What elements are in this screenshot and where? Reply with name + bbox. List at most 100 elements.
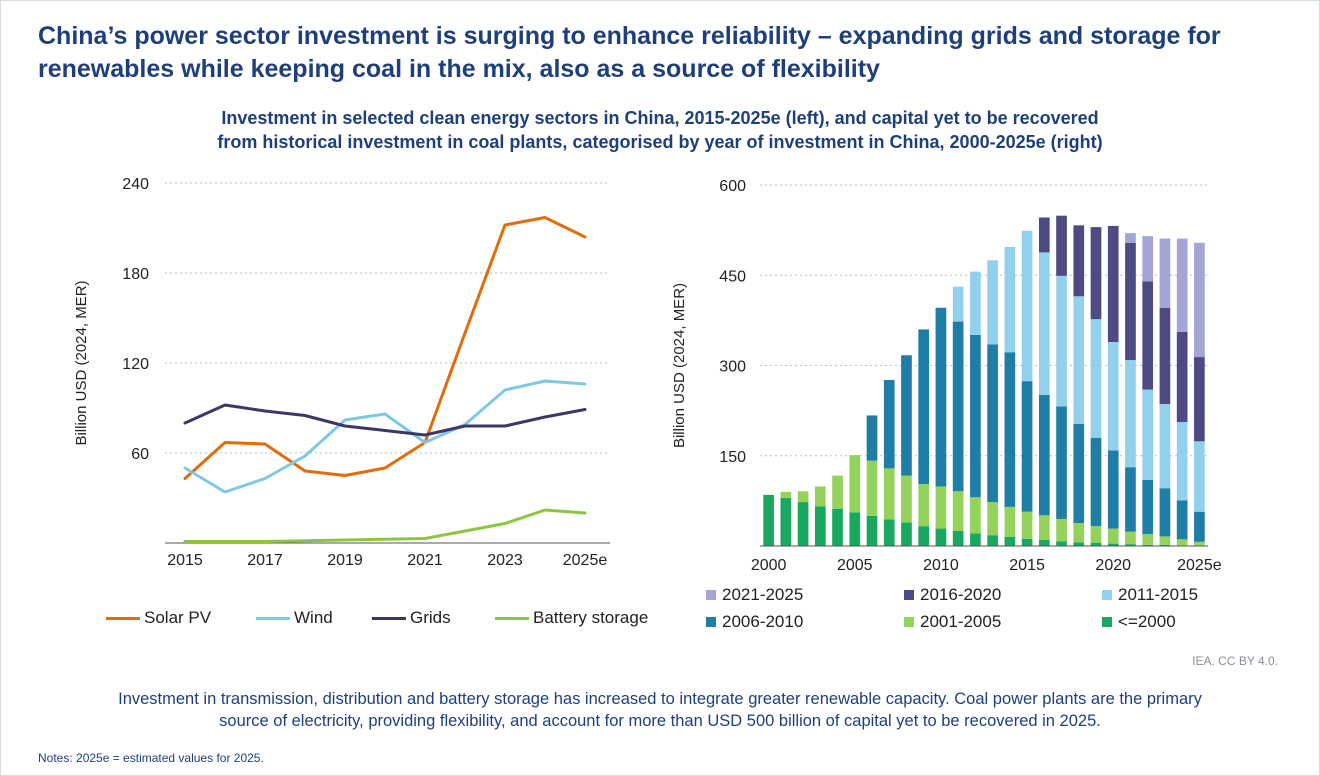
bar-segment-2001-20012005 — [780, 491, 792, 498]
bar-segment-2007-20012005 — [883, 468, 895, 520]
legend-item-2016-2020: 2016-2020 — [904, 585, 1001, 605]
bar-segment-2023-20062010 — [1159, 488, 1171, 537]
y-axis-title: Billion USD (2024, MER) — [671, 283, 688, 448]
legend-label-2001-2005: 2001-2005 — [920, 612, 1002, 631]
x-tick-label: 2023 — [487, 552, 523, 569]
bar-segment-2018-20012005 — [1073, 523, 1085, 543]
legend-item-2011-2015: 2011-2015 — [1102, 585, 1198, 605]
legend-item-wind: Wind — [256, 608, 333, 628]
bar-segment-2013-20062010 — [987, 344, 998, 503]
legend-item-solar-pv: Solar PV — [106, 608, 211, 628]
bar-segment-2019-20162020 — [1090, 227, 1102, 320]
y-tick-label: 450 — [719, 268, 746, 285]
bar-segment-2023-20162020 — [1159, 307, 1171, 405]
bar-segment-2021-20162020 — [1125, 242, 1136, 361]
series-line-wind — [183, 379, 587, 494]
bar-segment-2013-20112015 — [987, 260, 998, 345]
series-line-grids — [183, 403, 587, 437]
bar-segment-2024-20062010 — [1176, 500, 1188, 540]
subtitle-line-2: from historical investment in coal plant… — [217, 132, 1103, 152]
legend-item-2021-2025: 2021-2025 — [706, 585, 803, 605]
x-tick-label: 2000 — [751, 557, 787, 574]
caption-line-1: Investment in transmission, distribution… — [118, 690, 1202, 708]
legend-label-2000-and-earlier: <=2000 — [1118, 612, 1176, 631]
bar-segment-2005-2000 — [849, 512, 861, 546]
source-credit: IEA. CC BY 4.0. — [1192, 654, 1278, 668]
bar-segment-2010-2000 — [935, 528, 947, 546]
bar-segment-2012-20062010 — [970, 334, 981, 498]
bar-segment-2018-20162020 — [1073, 225, 1085, 297]
bar-segment-2007-20062010 — [883, 379, 895, 469]
bar-segment-2015-20112015 — [1021, 230, 1033, 382]
bar-segment-2009-20012005 — [918, 484, 930, 527]
x-tick-label: 2021 — [407, 552, 443, 569]
legend-item-2001-2005: 2001-2005 — [904, 612, 1001, 632]
legend-swatch-2001-2005 — [904, 617, 914, 627]
bar-segment-2013-2000 — [987, 535, 998, 546]
bar-segment-2010-20012005 — [935, 486, 947, 529]
bar-segment-2005-20012005 — [849, 455, 861, 513]
legend-swatch-solar-pv — [106, 616, 140, 620]
bar-segment-2014-20062010 — [1004, 352, 1016, 507]
legend-swatch-2016-2020 — [904, 590, 914, 600]
page-title: China’s power sector investment is surgi… — [38, 22, 1221, 83]
bar-segment-2000-2000 — [763, 494, 774, 546]
bar-segment-2010-20062010 — [935, 307, 947, 487]
bar-segment-2016-20062010 — [1038, 394, 1050, 516]
bar-segment-2021-2000 — [1125, 544, 1136, 546]
bar-segment-2022-20162020 — [1142, 281, 1154, 390]
bar-segment-2002-20012005 — [797, 491, 809, 503]
y-tick-label: 150 — [719, 449, 746, 466]
bar-segment-2015-20062010 — [1021, 381, 1033, 512]
bar-segment-2022-20062010 — [1142, 479, 1154, 534]
bar-segment-2021-20012005 — [1125, 531, 1136, 545]
x-tick-label: 2015 — [167, 552, 203, 569]
x-tick-label: 2005 — [837, 557, 873, 574]
bar-segment-2006-20012005 — [866, 460, 878, 516]
bar-segment-2009-2000 — [918, 526, 930, 546]
bar-segment-2012-20112015 — [970, 271, 981, 335]
bar-segment-2022-2000 — [1142, 544, 1154, 546]
bar-segment-2011-20012005 — [952, 491, 964, 531]
bar-segment-2018-20062010 — [1073, 423, 1085, 524]
legend-swatch-2011-2015 — [1102, 590, 1112, 600]
bar-segment-2025-20012005 — [1194, 541, 1205, 546]
bar-segment-2015-20012005 — [1021, 511, 1033, 539]
bar-segment-2019-2000 — [1090, 542, 1102, 546]
bar-segment-2016-20162020 — [1038, 217, 1050, 253]
bar-segment-2008-2000 — [901, 522, 912, 546]
x-tick-label: 2010 — [923, 557, 959, 574]
bar-segment-2012-20012005 — [970, 497, 981, 534]
x-tick-label: 2025e — [563, 552, 608, 569]
left-line-chart: 60 120 180 240 2015 2017 2019 2021 2023 2025e Bill… — [73, 176, 610, 569]
legend-swatch-wind — [256, 616, 290, 620]
bar-segment-2025-20112015 — [1194, 441, 1205, 512]
bar-segment-2023-2000 — [1159, 544, 1171, 546]
bar-segment-2014-20012005 — [1004, 506, 1016, 537]
bar-segment-2025-20162020 — [1194, 357, 1205, 442]
x-tick-label: 2025e — [1177, 557, 1222, 574]
legend-swatch-2000-and-earlier — [1102, 617, 1112, 627]
bar-segment-2014-20112015 — [1004, 246, 1016, 353]
series-line-battery-storage — [183, 508, 587, 543]
y-tick-label: 300 — [719, 359, 746, 376]
bar-segment-2019-20062010 — [1090, 437, 1102, 527]
bar-segment-2001-2000 — [780, 497, 792, 546]
legend-swatch-2021-2025 — [706, 590, 716, 600]
x-tick-label: 2015 — [1009, 557, 1045, 574]
bar-segment-2003-2000 — [814, 506, 826, 546]
bar-segment-2024-20012005 — [1176, 539, 1188, 546]
bar-segment-2023-20012005 — [1159, 536, 1171, 545]
bar-segment-2022-20012005 — [1142, 533, 1154, 545]
bar-segment-2024-20162020 — [1176, 331, 1188, 423]
bar-segment-2008-20062010 — [901, 355, 912, 476]
bar-segment-2021-20062010 — [1125, 467, 1136, 532]
bar-segment-2024-20112015 — [1176, 422, 1188, 501]
legend-label-grids: Grids — [410, 608, 451, 627]
bar-segment-2017-20112015 — [1056, 275, 1067, 407]
legend-label-wind: Wind — [294, 608, 333, 627]
bar-segment-2019-20012005 — [1090, 526, 1102, 543]
y-tick-label: 60 — [131, 446, 149, 463]
bar-segment-2018-20112015 — [1073, 296, 1085, 424]
legend-label-2006-2010: 2006-2010 — [722, 612, 804, 631]
